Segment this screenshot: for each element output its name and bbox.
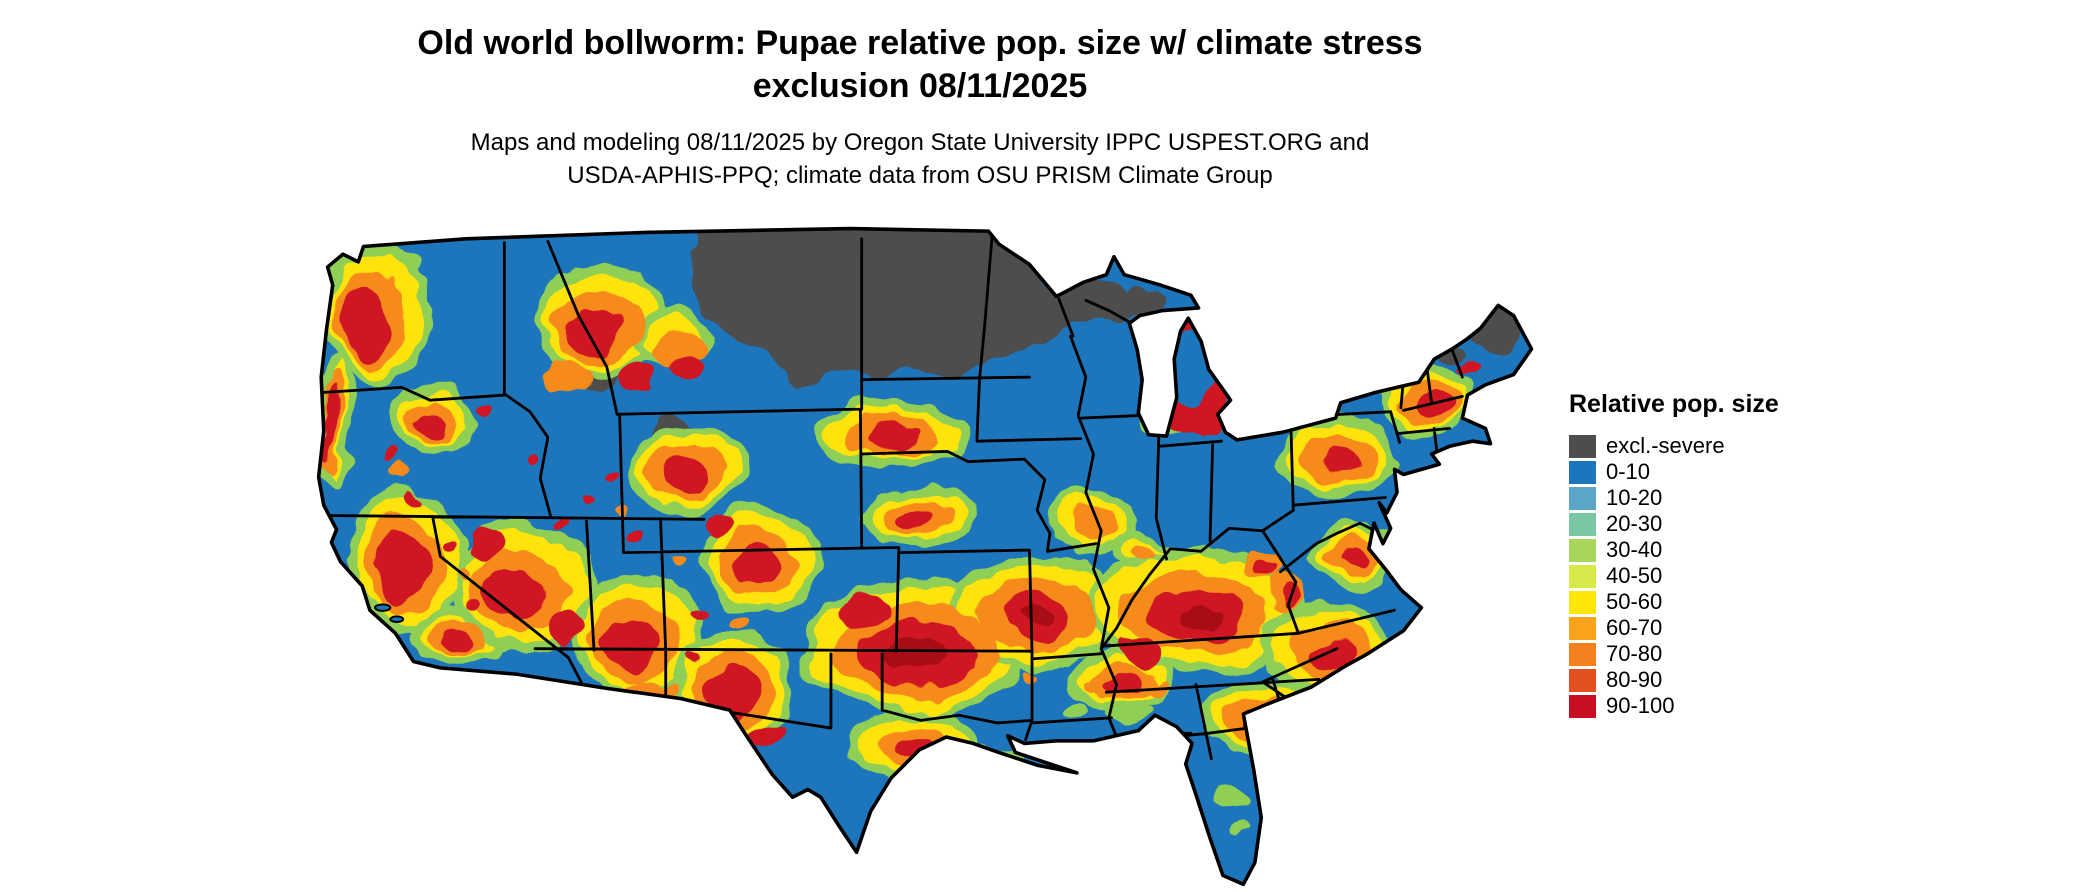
legend-item: 30-40 — [1569, 537, 1779, 563]
legend-swatch — [1569, 538, 1596, 562]
legend-label: 10-20 — [1606, 485, 1663, 510]
legend-item: 10-20 — [1569, 485, 1779, 511]
us-map — [309, 226, 1545, 892]
legend-items: excl.-severe 0-10 10-20 20-30 30-40 — [1569, 433, 1779, 719]
channel-islands — [374, 603, 405, 623]
page-subtitle-line1: Maps and modeling 08/11/2025 by Oregon S… — [470, 129, 1370, 156]
legend-title: Relative pop. size — [1569, 390, 1779, 418]
legend-label: 20-30 — [1606, 511, 1663, 536]
legend-item: 50-60 — [1569, 589, 1779, 615]
legend-label: excl.-severe — [1606, 433, 1725, 458]
legend-item: 20-30 — [1569, 511, 1779, 537]
legend-label: 80-90 — [1606, 667, 1663, 692]
page-subtitle-line2: USDA-APHIS-PPQ; climate data from OSU PR… — [567, 162, 1273, 189]
legend-label: 70-80 — [1606, 641, 1663, 666]
legend-swatch — [1569, 616, 1596, 640]
legend-label: 90-100 — [1606, 693, 1675, 718]
us-map-svg — [316, 226, 1534, 887]
legend-item: 80-90 — [1569, 667, 1779, 693]
legend: Relative pop. size excl.-severe 0-10 10-… — [1569, 390, 1779, 719]
legend-label: 0-10 — [1606, 459, 1651, 484]
legend-swatch — [1569, 668, 1596, 692]
legend-swatch — [1569, 512, 1596, 536]
legend-swatch — [1569, 642, 1596, 666]
legend-label: 60-70 — [1606, 615, 1663, 640]
legend-swatch — [1569, 564, 1596, 588]
legend-swatch — [1569, 590, 1596, 614]
legend-swatch — [1569, 434, 1596, 458]
legend-swatch — [1569, 486, 1596, 510]
legend-item: excl.-severe — [1569, 433, 1779, 459]
legend-item: 0-10 — [1569, 459, 1779, 485]
legend-label: 50-60 — [1606, 589, 1663, 614]
legend-item: 40-50 — [1569, 563, 1779, 589]
header: Old world bollworm: Pupae relative pop. … — [170, 22, 1670, 192]
page-title: Old world bollworm: Pupae relative pop. … — [170, 22, 1670, 108]
legend-label: 30-40 — [1606, 537, 1663, 562]
page-subtitle: Maps and modeling 08/11/2025 by Oregon S… — [170, 126, 1670, 192]
legend-label: 40-50 — [1606, 563, 1663, 588]
legend-item: 60-70 — [1569, 615, 1779, 641]
page-title-line1: Old world bollworm: Pupae relative pop. … — [417, 24, 1423, 62]
legend-swatch — [1569, 694, 1596, 718]
legend-swatch — [1569, 460, 1596, 484]
legend-item: 70-80 — [1569, 641, 1779, 667]
legend-item: 90-100 — [1569, 693, 1779, 719]
page-title-line2: exclusion 08/11/2025 — [752, 67, 1088, 105]
us-outline — [316, 226, 1534, 887]
